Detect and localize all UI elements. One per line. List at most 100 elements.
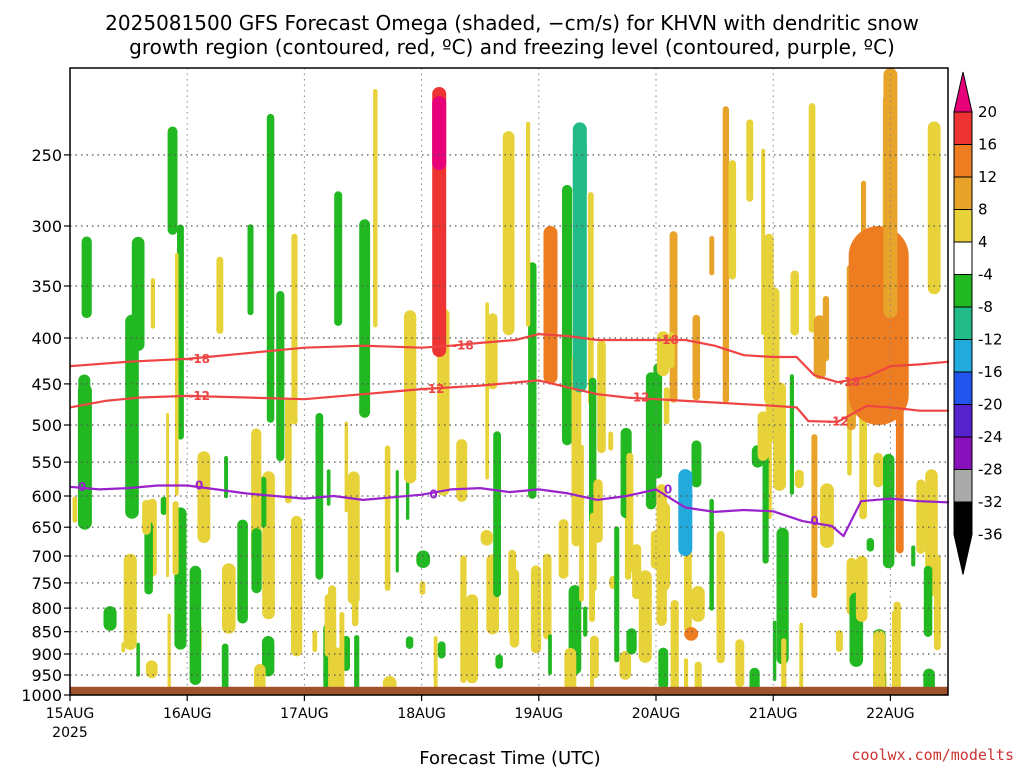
omega-cell (761, 148, 766, 336)
contour-label: 0 (195, 479, 203, 493)
omega-cell (354, 635, 360, 695)
omega-cell (572, 139, 587, 200)
omega-cell (136, 642, 140, 677)
y-tick-label: 250 (31, 146, 62, 165)
colorbar-segment (953, 371, 973, 405)
y-tick-label: 1000 (21, 686, 62, 705)
omega-cell (911, 545, 916, 567)
omega-cell (312, 630, 318, 653)
colorbar-label: -28 (978, 461, 1003, 479)
omega-cell (709, 498, 714, 611)
omega-cell (722, 106, 729, 403)
omega-cell (684, 627, 699, 641)
omega-cell (653, 363, 663, 479)
contour-label: -12 (188, 389, 210, 403)
y-tick-label: 850 (31, 623, 62, 642)
omega-cell (558, 519, 569, 579)
omega-cell (373, 88, 378, 328)
x-tick-label: 16AUG (163, 706, 212, 722)
omega-cell (530, 565, 542, 654)
contour-label: -18 (839, 375, 861, 389)
omega-cell (794, 469, 804, 489)
omega-cell (466, 594, 478, 684)
omega-cell (808, 103, 816, 333)
omega-cell (614, 526, 620, 663)
omega-cell (692, 314, 701, 401)
omega-cell (177, 224, 184, 440)
colorbar-top-arrow (953, 71, 973, 113)
omega-cell (125, 314, 139, 519)
omega-cell (638, 570, 652, 663)
omega-cell (587, 192, 594, 405)
x-tick-label: 19AUG (515, 706, 564, 722)
omega-cell (822, 296, 830, 362)
omega-cell (656, 331, 670, 377)
omega-cell (326, 469, 331, 506)
omega-cell (678, 469, 693, 556)
omega-cell (684, 658, 689, 695)
y-tick-label: 300 (31, 217, 62, 236)
omega-cell (347, 471, 360, 605)
omega-cell (460, 555, 467, 683)
omega-cell (285, 398, 292, 504)
omega-cell (221, 643, 229, 695)
x-tick-label: 21AUG (749, 706, 798, 722)
omega-cell (543, 553, 552, 640)
omega-cell (160, 496, 167, 515)
omega-cell (562, 184, 573, 446)
omega-cell (799, 622, 804, 695)
gridlines (69, 68, 948, 696)
omega-cell (855, 555, 868, 622)
colorbar-label: 12 (978, 168, 997, 186)
omega-cell (923, 565, 933, 637)
colorbar-label: -4 (978, 266, 993, 284)
colorbar-segment (953, 176, 973, 210)
omega-field (72, 68, 941, 695)
colorbar-segment (953, 339, 973, 373)
y-tick-label: 550 (31, 453, 62, 472)
x-tick-label: 20AUG (632, 706, 681, 722)
contour-label: 0 (429, 488, 437, 502)
omega-cell (405, 636, 414, 649)
omega-cell (764, 233, 774, 405)
omega-cell (197, 451, 211, 543)
omega-cell (395, 470, 399, 573)
omega-cell (866, 538, 874, 552)
colorbar-label: -8 (978, 298, 993, 316)
omega-cell (291, 233, 298, 425)
omega-cell (144, 521, 153, 595)
y-axis: 250 300 350 400 450 500 550 600 650 700 750 800 850 9… (21, 146, 70, 705)
credit-text: coolwx.com/modelts (851, 746, 1014, 764)
omega-cell (145, 660, 158, 679)
omega-cell (590, 635, 599, 679)
contour-label: 0 (810, 514, 818, 528)
omega-cell (224, 456, 228, 499)
colorbar-segment (953, 306, 973, 340)
colorbar-label: 8 (978, 201, 988, 219)
omega-cell (456, 439, 468, 502)
omega-cell (359, 219, 371, 418)
omega-cell (650, 530, 660, 569)
omega-cell (811, 434, 818, 598)
y-tick-label: 750 (31, 574, 62, 593)
x-axis-title: Forecast Time (UTC) (419, 748, 600, 768)
omega-cell (266, 113, 275, 423)
omega-cell (632, 544, 642, 600)
omega-cell (848, 226, 909, 425)
omega-cell (437, 641, 446, 659)
x-year-label: 2025 (52, 725, 88, 741)
omega-cell (789, 374, 794, 495)
plot-frame (69, 67, 949, 696)
omega-cell (882, 453, 895, 569)
omega-cell (589, 512, 597, 592)
omega-cell (81, 236, 92, 319)
omega-cell (384, 445, 391, 591)
omega-cell (735, 639, 745, 688)
omega-cell (291, 515, 303, 657)
omega-cell (78, 374, 91, 489)
chart-title-line1: 2025081500 GFS Forecast Omega (shaded, −… (105, 11, 919, 35)
y-tick-label: 600 (31, 487, 62, 506)
omega-cell (564, 647, 577, 695)
omega-cell (891, 610, 897, 695)
